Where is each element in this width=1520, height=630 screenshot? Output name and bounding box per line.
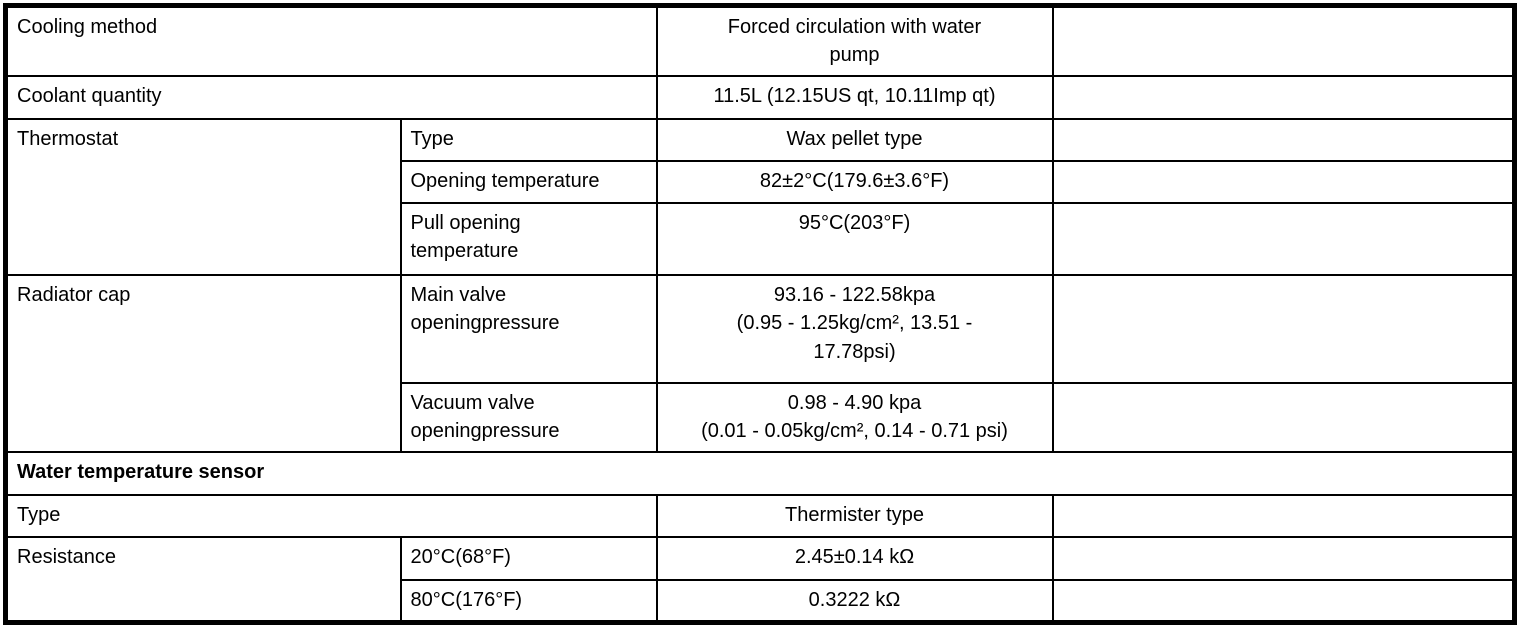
row-water-temperature-sensor-header: Water temperature sensor	[4, 450, 1516, 496]
thermostat-label: Thermostat	[4, 117, 402, 276]
thermostat-type-value: Wax pellet type	[655, 117, 1054, 162]
thermostat-type-label: Type	[399, 117, 658, 162]
row-pull-opening-temperature: Pull opening temperature 95°C(203°F)	[6, 201, 1516, 276]
empty-cell	[1051, 201, 1516, 276]
empty-cell	[1051, 535, 1516, 581]
water-temperature-sensor-header: Water temperature sensor	[4, 450, 1516, 496]
row-main-valve-pressure: Radiator cap Main valve openingpressure …	[4, 273, 1516, 453]
resistance-20c-condition: 20°C(68°F)	[399, 535, 658, 581]
resistance-label: Resistance	[4, 535, 402, 624]
row-resistance-20c: Resistance 20°C(68°F) 2.45±0.14 kΩ	[4, 535, 1516, 624]
empty-cell	[1051, 493, 1516, 538]
opening-temperature-label: Opening temperature	[399, 159, 658, 204]
empty-cell	[1051, 578, 1516, 624]
row-cooling-method: Cooling method Forced circulation with w…	[4, 4, 1516, 77]
cooling-method-value: Forced circulation with water pump	[655, 4, 1054, 77]
empty-cell	[1051, 381, 1516, 453]
main-valve-pressure-value: 93.16 - 122.58kpa (0.95 - 1.25kg/cm², 13…	[655, 273, 1054, 384]
row-vacuum-valve-pressure: Vacuum valve openingpressure 0.98 - 4.90…	[6, 381, 1516, 453]
opening-temperature-value: 82±2°C(179.6±3.6°F)	[655, 159, 1054, 204]
empty-cell	[1051, 4, 1516, 77]
row-resistance-80c: 80°C(176°F) 0.3222 kΩ	[6, 578, 1516, 624]
vacuum-valve-pressure-value: 0.98 - 4.90 kpa (0.01 - 0.05kg/cm², 0.14…	[655, 381, 1054, 453]
sensor-type-value: Thermister type	[655, 493, 1054, 538]
main-valve-pressure-label: Main valve openingpressure	[399, 273, 658, 384]
sensor-type-label: Type	[4, 493, 658, 538]
resistance-20c-value: 2.45±0.14 kΩ	[655, 535, 1054, 581]
empty-cell	[1051, 273, 1516, 384]
cooling-method-label: Cooling method	[4, 4, 658, 77]
cooling-system-spec-table: Cooling method Forced circulation with w…	[3, 3, 1517, 626]
row-thermostat-type: Thermostat Type Wax pellet type	[4, 117, 1516, 276]
vacuum-valve-pressure-label: Vacuum valve openingpressure	[399, 381, 658, 453]
empty-cell	[1051, 159, 1516, 204]
row-sensor-type: Type Thermister type	[4, 493, 1516, 538]
resistance-80c-condition: 80°C(176°F)	[399, 578, 658, 624]
resistance-80c-value: 0.3222 kΩ	[655, 578, 1054, 624]
coolant-quantity-value: 11.5L (12.15US qt, 10.11Imp qt)	[655, 74, 1054, 120]
row-opening-temperature: Opening temperature 82±2°C(179.6±3.6°F)	[6, 159, 1516, 204]
row-coolant-quantity: Coolant quantity 11.5L (12.15US qt, 10.1…	[4, 74, 1516, 120]
radiator-cap-label: Radiator cap	[4, 273, 402, 453]
coolant-quantity-label: Coolant quantity	[4, 74, 658, 120]
pull-opening-temperature-value: 95°C(203°F)	[655, 201, 1054, 276]
empty-cell	[1051, 74, 1516, 120]
empty-cell	[1051, 117, 1516, 162]
pull-opening-temperature-label: Pull opening temperature	[399, 201, 658, 276]
